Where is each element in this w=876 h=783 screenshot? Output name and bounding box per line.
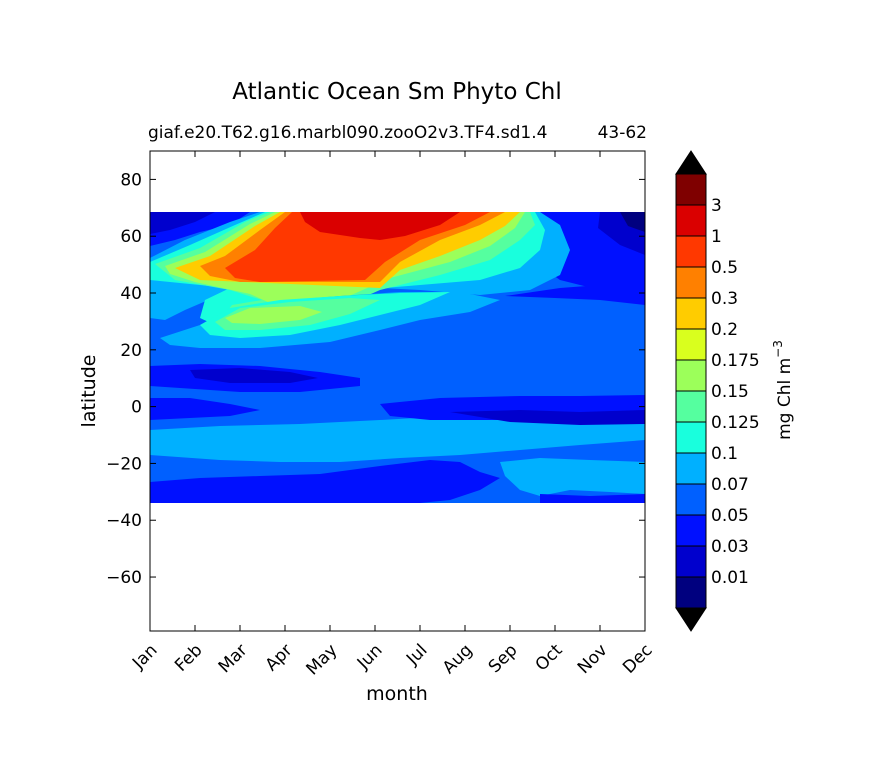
y-tick-label: 80 (120, 170, 142, 190)
colorbar-band (676, 174, 706, 205)
contour-band-tropic-north-lowest (190, 368, 318, 383)
x-tick-label: Apr (262, 640, 297, 675)
x-tick-label: Jul (402, 640, 431, 669)
x-tick-label: Aug (439, 640, 477, 678)
colorbar-band (676, 515, 706, 546)
plot-frame (149, 150, 646, 632)
x-tick-label: Oct (532, 640, 567, 675)
colorbar-label: mg Chl m−3 (771, 340, 795, 440)
contour-band-south-low-late (540, 494, 645, 503)
colorbar-tick-label: 0.175 (711, 351, 760, 371)
x-tick-label: Sep (485, 640, 522, 677)
colorbar-tick-label: 0.07 (711, 475, 749, 495)
colorbar-tick-label: 0.03 (711, 537, 749, 557)
colorbar: 0.01 0.03 0.05 0.07 0.1 0.125 0.15 0.175 0.2 0.3 0… (675, 150, 760, 632)
y-tick-label: 20 (120, 341, 142, 361)
colorbar-tick-label: 0.125 (711, 413, 760, 433)
y-tick-label: −40 (106, 511, 142, 531)
colorbar-band (676, 422, 706, 453)
chart-subtitle-run: giaf.e20.T62.g16.marbl090.zooO2v3.TF4.sd… (148, 123, 547, 143)
colorbar-unit-exponent: −3 (771, 340, 785, 358)
y-tick-label: 60 (120, 227, 142, 247)
y-tick-label: −60 (106, 568, 142, 588)
colorbar-tick-label: 0.2 (711, 320, 738, 340)
contour-band-equator-0.1 (150, 416, 645, 462)
x-tick-label: Nov (574, 640, 612, 678)
y-tick-label: −20 (106, 454, 142, 474)
colorbar-extend-max (675, 150, 707, 175)
colorbar-extend-min (675, 607, 707, 632)
colorbar-tick-label: 0.05 (711, 506, 749, 526)
y-axis-label: latitude (78, 355, 100, 428)
colorbar-tick-label: 0.15 (711, 382, 749, 402)
colorbar-tick-label: 0.3 (711, 289, 738, 309)
contour-band-north-midlat-low (505, 285, 645, 305)
contour-band-south-low (150, 460, 500, 503)
colorbar-tick-label: 0.1 (711, 444, 738, 464)
y-tick-label: 40 (120, 284, 142, 304)
contour-band-bloom-1 (300, 212, 460, 240)
colorbar-band (676, 205, 706, 236)
x-tick-label: Jun (353, 640, 387, 674)
x-tick-label: Dec (619, 640, 656, 677)
x-tick-label: Jan (128, 640, 161, 673)
colorbar-band (676, 546, 706, 577)
chart-subtitle-years: 43-62 (598, 123, 647, 143)
x-tick-label: Feb (171, 640, 206, 675)
contour-band-north-winter-lowest (150, 212, 215, 234)
colorbar-band (676, 267, 706, 298)
colorbar-band (676, 391, 706, 422)
colorbar-unit: mg Chl m (775, 358, 795, 440)
contour-field (150, 212, 645, 503)
x-tick-label: May (303, 640, 342, 679)
colorbar-tick-label: 1 (711, 227, 722, 247)
colorbar-band (676, 577, 706, 608)
colorbar-band (676, 236, 706, 267)
contour-band-equator-low (150, 398, 260, 420)
contour-band-south-0.1-late (500, 458, 645, 496)
colorbar-band (676, 453, 706, 484)
colorbar-tick-label: 3 (711, 196, 722, 216)
contour-band-north-dec-min (620, 212, 645, 232)
y-axis: 80 60 40 20 0 −20 −40 −60 (106, 170, 645, 588)
contour-band-equator-lowest-late (450, 410, 645, 425)
colorbar-band (676, 360, 706, 391)
colorbar-tick-label: 0.5 (711, 258, 738, 278)
chart-title: Atlantic Ocean Sm Phyto Chl (232, 79, 561, 105)
colorbar-band (676, 329, 706, 360)
colorbar-band (676, 298, 706, 329)
x-tick-label: Mar (215, 640, 252, 677)
y-tick-label: 0 (131, 398, 142, 418)
x-axis-label: month (366, 683, 428, 705)
colorbar-band (676, 484, 706, 515)
contour-band-subtropic-0.175 (225, 306, 322, 324)
colorbar-tick-label: 0.01 (711, 568, 749, 588)
